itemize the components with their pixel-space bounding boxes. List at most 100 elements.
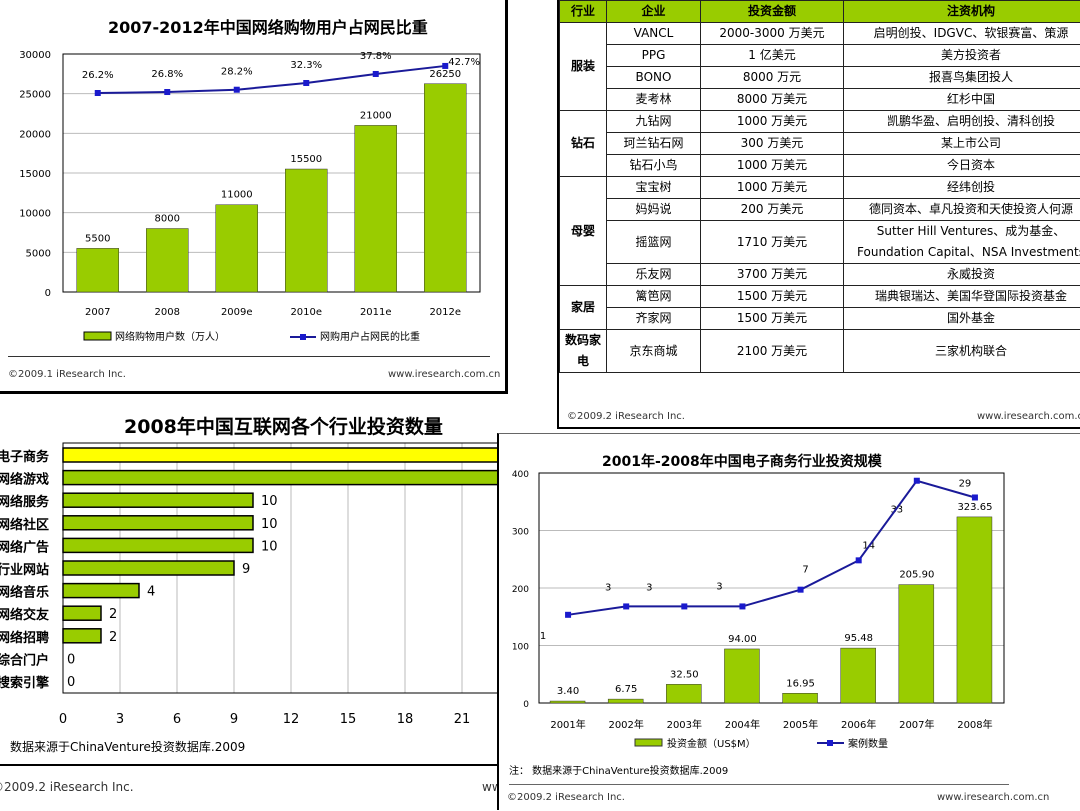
bar-value-label: 8000 [155,214,180,225]
legend-label: 投资金额（US$M） [667,737,756,750]
line-value-label: 7 [802,565,808,576]
y-tick-label: 25000 [19,90,51,101]
line-marker [681,603,687,609]
source-note: 数据来源于ChinaVenture投资数据库.2009 [10,738,245,755]
bar [63,516,253,530]
company-cell: 妈妈说 [607,199,701,221]
company-cell: 珂兰钻石网 [607,133,701,155]
company-cell: 京东商城 [607,330,701,373]
x-tick-label: 2008 [155,307,180,318]
line-marker [95,90,101,96]
line-value-label: 3 [716,581,722,592]
category-label: 网络音乐 [0,585,49,601]
company-cell: 宝宝树 [607,177,701,199]
y-tick-label: 15000 [19,169,51,180]
footer-url: www.iresearch.com.cn [937,792,1049,803]
amount-cell: 1000 万美元 [701,177,844,199]
category-label: 搜索引擎 [0,675,49,691]
footer-copyright: ©2009.1 iResearch Inc. [8,369,126,380]
header-company: 企业 [607,1,701,23]
line-marker [798,587,804,593]
legend-bar-swatch [635,739,662,746]
line-marker [914,478,920,484]
company-cell: PPG [607,45,701,67]
bar-value-label: 6.75 [615,684,637,695]
bar [63,471,500,485]
y-tick-label: 10000 [19,209,51,220]
footer-copyright: ©2009.2 iResearch Inc. [0,780,134,794]
company-cell: 钻石小鸟 [607,155,701,177]
legend-label: 网购用户占网民的比重 [320,330,420,343]
footer-url: www.iresearch.com.cn [388,369,500,380]
investor-cell: 三家机构联合 [844,330,1080,373]
company-cell: VANCL [607,23,701,45]
bar-value-label: 32.50 [670,669,699,680]
users-chart: 0500010000150002000025000300005500200726… [0,0,505,391]
investor-cell: 经纬创投 [844,177,1080,199]
x-tick-label: 0 [59,712,67,727]
x-tick-label: 12 [283,712,300,727]
x-tick-label: 2002年 [608,718,643,731]
x-tick-label: 2007 [85,307,110,318]
footer-url: www.iresearch.com.cn [977,411,1080,422]
x-tick-label: 2010e [290,307,322,318]
y-tick-label: 20000 [19,129,51,140]
header-amount: 投资金额 [701,1,844,23]
y-tick-label: 0 [45,288,51,299]
company-cell: BONO [607,67,701,89]
bar [608,699,643,703]
amount-cell: 1500 万美元 [701,286,844,308]
company-cell: 九钻网 [607,111,701,133]
line-marker [739,603,745,609]
line-marker [565,612,571,618]
y-tick-label: 400 [512,470,529,480]
bar-value-label: 94.00 [728,634,757,645]
bar [783,693,818,703]
y-tick-label: 100 [512,643,529,653]
x-tick-label: 2001年 [550,718,585,731]
x-tick-label: 2005年 [783,718,818,731]
category-label: 行业网站 [0,562,49,578]
line-value-label: 3 [646,582,652,593]
y-tick-label: 5000 [26,248,51,259]
line-value-label: 3 [605,582,611,593]
bar-value-label: 205.90 [899,570,934,581]
bar [841,648,876,703]
bar [285,169,327,292]
bar-value-label: 26250 [429,69,461,80]
company-cell: 摇篮网 [607,221,701,264]
bar-value-label: 2 [109,607,117,622]
bar-value-label: 11000 [221,190,253,201]
bar-value-label: 2 [109,630,117,645]
bar-value-label: 16.95 [786,678,815,689]
line-marker [373,71,379,77]
x-tick-label: 2006年 [841,718,876,731]
bar [63,561,234,575]
bar [63,493,253,507]
industry-cell: 钻石 [560,111,607,177]
line-value-label: 29 [959,478,972,489]
x-tick-label: 21 [454,712,471,727]
bar [63,538,253,552]
ecommerce-investment-chart: 01002003004003.402001年16.752002年332.5020… [499,434,1080,811]
investor-cell: 永威投资 [844,264,1080,286]
line-marker [623,603,629,609]
x-tick-label: 6 [173,712,181,727]
divider [0,764,500,766]
y-tick-label: 0 [523,700,529,710]
company-cell: 齐家网 [607,308,701,330]
x-tick-label: 2008年 [957,718,992,731]
amount-cell: 300 万美元 [701,133,844,155]
legend-label: 网络购物用户数（万人） [115,330,225,343]
